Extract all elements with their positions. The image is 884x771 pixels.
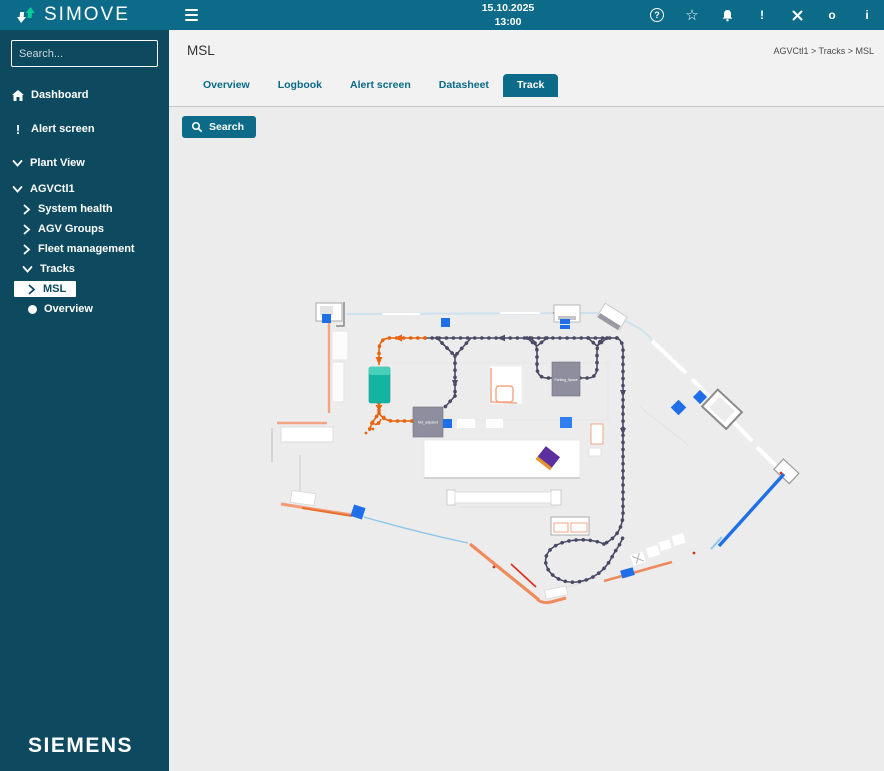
chevron-down-icon — [12, 160, 23, 167]
nav-label: AGVCtl1 — [30, 183, 75, 195]
map-marker-blue[interactable] — [441, 318, 450, 327]
diagonal-lane — [649, 338, 800, 485]
chevron-right-icon — [23, 224, 31, 234]
sidebar-search-input[interactable] — [19, 47, 161, 60]
chevron-right-icon — [23, 244, 31, 254]
navy-track — [423, 334, 626, 584]
brand-title: SIMOVE — [44, 4, 130, 25]
zone-box-parking-space[interactable]: Parking_Space — [551, 361, 581, 397]
zone-label: Parking_Space — [555, 378, 578, 382]
topbar-icon-group: ? ☆ ! o i — [650, 7, 884, 24]
simove-logo-icon — [17, 7, 35, 23]
map-marker-blue[interactable] — [560, 417, 572, 428]
exclamation-icon: ! — [15, 121, 21, 137]
search-icon — [191, 121, 203, 133]
pallet-row — [628, 531, 688, 568]
chevron-down-icon — [22, 266, 33, 273]
track-map-canvas[interactable]: Not_adjusted Parking_Space — [270, 300, 810, 620]
top-bar: SIMOVE 15.10.2025 13:00 ? ☆ ! o i — [0, 0, 884, 30]
chevron-right-icon — [23, 204, 31, 214]
info-icon[interactable]: i — [865, 8, 869, 22]
zone-box-not-adjusted[interactable]: Not_adjusted — [412, 406, 444, 438]
simove-brand: SIMOVE — [0, 4, 169, 26]
notifications-bell-icon[interactable] — [720, 8, 734, 22]
zone-label: Not_adjusted — [418, 421, 438, 425]
agv-vehicle-teal[interactable] — [368, 366, 391, 404]
alerts-exclamation-icon[interactable]: ! — [760, 8, 764, 22]
nav-label: Tracks — [40, 263, 75, 275]
map-marker-blue[interactable] — [443, 419, 452, 428]
tab-track[interactable]: Track — [502, 74, 559, 97]
blue-lane — [710, 471, 786, 550]
breadcrumb[interactable]: AGVCtl1 > Tracks > MSL — [773, 45, 874, 56]
sidebar-item-overview[interactable]: Overview — [0, 299, 169, 319]
nav-label: Alert screen — [31, 123, 95, 135]
datetime-display: 15.10.2025 13:00 — [420, 1, 596, 29]
sidebar-item-fleet-management[interactable]: Fleet management — [0, 239, 169, 259]
operate-icon[interactable]: o — [828, 8, 836, 22]
nav-label: AGV Groups — [38, 223, 105, 235]
map-marker-blue[interactable] — [560, 325, 570, 329]
tab-overview[interactable]: Overview — [203, 79, 250, 91]
page-header: MSL AGVCtl1 > Tracks > MSL Overview Logb… — [169, 30, 884, 107]
sidebar-search-box[interactable] — [11, 40, 161, 67]
chevron-down-icon — [12, 186, 23, 193]
tab-logbook[interactable]: Logbook — [277, 79, 323, 91]
map-marker-blue[interactable] — [620, 567, 635, 579]
sidebar-item-tracks[interactable]: Tracks — [0, 259, 169, 279]
map-marker-blue-diamond[interactable] — [692, 389, 708, 405]
sidebar-item-alert-screen[interactable]: ! Alert screen — [0, 119, 169, 139]
map-search-button[interactable]: Search — [182, 116, 257, 138]
tab-bar: Overview Logbook Alert screen Datasheet … — [189, 74, 884, 97]
sidebar-nav: Dashboard ! Alert screen Plant View AGVC… — [0, 85, 169, 319]
search-button-label: Search — [209, 121, 245, 133]
time-text: 13:00 — [494, 16, 522, 28]
sidebar-item-msl-selected[interactable]: MSL — [0, 279, 169, 299]
date-text: 15.10.2025 — [481, 1, 535, 14]
map-markers — [322, 314, 708, 579]
sidebar: Dashboard ! Alert screen Plant View AGVC… — [0, 30, 169, 771]
nav-label: Fleet management — [38, 243, 135, 255]
agv-vehicle-purple[interactable] — [535, 446, 561, 471]
map-marker-blue-diamond[interactable] — [670, 399, 687, 416]
nav-label: System health — [38, 203, 113, 215]
sidebar-item-dashboard[interactable]: Dashboard — [0, 85, 169, 105]
nav-label: Overview — [44, 303, 93, 315]
orange-lanes — [280, 502, 673, 605]
tab-datasheet[interactable]: Datasheet — [438, 79, 489, 91]
tools-icon[interactable] — [790, 8, 804, 22]
tab-alert-screen[interactable]: Alert screen — [350, 79, 411, 91]
main-content: MSL AGVCtl1 > Tracks > MSL Overview Logb… — [169, 30, 884, 771]
map-marker-blue-diamond[interactable] — [350, 504, 366, 520]
sidebar-item-agv-groups[interactable]: AGV Groups — [0, 219, 169, 239]
help-icon[interactable]: ? — [650, 8, 664, 22]
nav-label: Plant View — [30, 157, 85, 169]
track-map[interactable]: Not_adjusted Parking_Space — [270, 300, 810, 620]
map-marker-blue[interactable] — [560, 319, 570, 324]
station-box[interactable] — [700, 388, 744, 431]
sidebar-item-system-health[interactable]: System health — [0, 199, 169, 219]
home-icon — [12, 89, 24, 101]
sidebar-item-plant-view[interactable]: Plant View — [0, 153, 169, 173]
circle-icon — [28, 304, 37, 314]
orange-track — [364, 334, 427, 435]
favorites-star-icon[interactable]: ☆ — [685, 7, 699, 24]
sidebar-item-agvctl1[interactable]: AGVCtl1 — [0, 179, 169, 199]
hamburger-menu-icon[interactable] — [185, 8, 198, 22]
page-title: MSL — [187, 43, 215, 58]
chevron-right-icon — [28, 284, 36, 294]
map-marker-blue[interactable] — [322, 314, 331, 323]
nav-label: MSL — [43, 283, 67, 295]
nav-label: Dashboard — [31, 89, 89, 101]
siemens-logo: SIEMENS — [28, 734, 134, 757]
